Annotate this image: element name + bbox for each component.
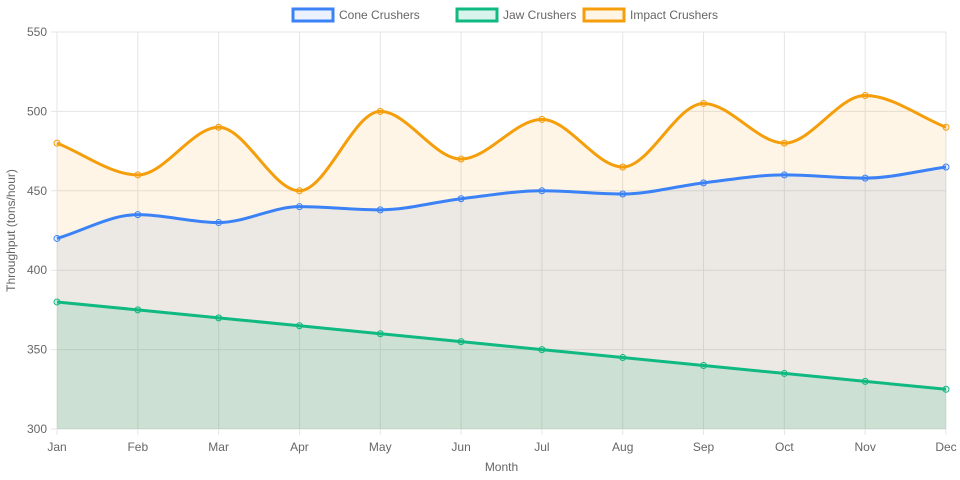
legend-label: Cone Crushers bbox=[339, 8, 420, 22]
cone-crushers-point[interactable] bbox=[215, 219, 223, 227]
impact-crushers-area bbox=[57, 95, 946, 430]
impact-crushers-point[interactable] bbox=[134, 171, 142, 179]
impact-crushers-point[interactable] bbox=[295, 187, 303, 195]
x-tick-label: Dec bbox=[935, 440, 956, 454]
legend-swatch bbox=[455, 7, 499, 23]
x-tick-label: Nov bbox=[855, 440, 876, 454]
impact-crushers-point[interactable] bbox=[861, 92, 869, 100]
y-axis-ticks: 300 350 400 450 500 550 bbox=[27, 25, 47, 436]
area-fills bbox=[57, 95, 946, 430]
x-tick-label: Sep bbox=[693, 440, 715, 454]
cone-crushers-point[interactable] bbox=[376, 206, 384, 214]
jaw-crushers-point[interactable] bbox=[134, 306, 142, 314]
impact-crushers-point[interactable] bbox=[538, 115, 546, 123]
legend-label: Impact Crushers bbox=[630, 8, 718, 22]
x-tick-label: Jul bbox=[534, 440, 549, 454]
impact-crushers-point[interactable] bbox=[780, 139, 788, 147]
cone-crushers-area bbox=[57, 166, 946, 430]
data-points bbox=[53, 92, 950, 393]
y-tick-label: 450 bbox=[27, 184, 47, 198]
legend: Cone Crushers Jaw Crushers Impact Crushers bbox=[291, 7, 718, 23]
impact-crushers-point[interactable] bbox=[457, 155, 465, 163]
x-axis-title: Month bbox=[485, 460, 518, 474]
legend-swatch bbox=[582, 7, 626, 23]
x-tick-label: May bbox=[369, 440, 392, 454]
legend-item-cone-crushers[interactable]: Cone Crushers bbox=[291, 7, 420, 23]
jaw-crushers-point[interactable] bbox=[295, 322, 303, 330]
cone-crushers-point[interactable] bbox=[942, 163, 950, 171]
cone-crushers-point[interactable] bbox=[538, 187, 546, 195]
jaw-crushers-area bbox=[57, 301, 946, 429]
x-tick-label: Jun bbox=[451, 440, 470, 454]
x-tick-label: Oct bbox=[775, 440, 794, 454]
jaw-crushers-point[interactable] bbox=[861, 377, 869, 385]
cone-crushers-line bbox=[56, 165, 947, 240]
cone-crushers-point[interactable] bbox=[295, 203, 303, 211]
cone-crushers-point[interactable] bbox=[619, 190, 627, 198]
impact-crushers-point[interactable] bbox=[376, 107, 384, 115]
impact-crushers-point[interactable] bbox=[619, 163, 627, 171]
y-tick-label: 550 bbox=[27, 25, 47, 39]
cone-crushers-point[interactable] bbox=[457, 195, 465, 203]
jaw-crushers-point[interactable] bbox=[538, 346, 546, 354]
grid bbox=[51, 31, 947, 435]
x-axis-ticks: Jan Feb Mar Apr May Jun Jul Aug Sep Oct Nov Dec bbox=[47, 440, 956, 454]
y-axis-title: Throughput (tons/hour) bbox=[4, 169, 18, 292]
impact-crushers-point[interactable] bbox=[215, 123, 223, 131]
jaw-crushers-point[interactable] bbox=[376, 330, 384, 338]
x-tick-label: Jan bbox=[47, 440, 66, 454]
series-lines bbox=[56, 94, 947, 391]
y-tick-label: 350 bbox=[27, 343, 47, 357]
jaw-crushers-point[interactable] bbox=[619, 354, 627, 362]
impact-crushers-line bbox=[56, 94, 947, 193]
jaw-crushers-point[interactable] bbox=[700, 361, 708, 369]
x-tick-label: Aug bbox=[612, 440, 633, 454]
x-tick-label: Mar bbox=[208, 440, 229, 454]
cone-crushers-point[interactable] bbox=[700, 179, 708, 187]
legend-label: Jaw Crushers bbox=[503, 8, 576, 22]
jaw-crushers-point[interactable] bbox=[942, 385, 950, 393]
y-tick-label: 500 bbox=[27, 104, 47, 118]
impact-crushers-point[interactable] bbox=[700, 99, 708, 107]
cone-crushers-point[interactable] bbox=[780, 171, 788, 179]
x-tick-label: Feb bbox=[127, 440, 148, 454]
cone-crushers-point[interactable] bbox=[53, 234, 61, 242]
jaw-crushers-point[interactable] bbox=[457, 338, 465, 346]
jaw-crushers-point[interactable] bbox=[215, 314, 223, 322]
x-tick-label: Apr bbox=[290, 440, 309, 454]
jaw-crushers-point[interactable] bbox=[780, 369, 788, 377]
legend-item-jaw-crushers[interactable]: Jaw Crushers bbox=[455, 7, 576, 23]
impact-crushers-point[interactable] bbox=[53, 139, 61, 147]
cone-crushers-point[interactable] bbox=[861, 174, 869, 182]
legend-item-impact-crushers[interactable]: Impact Crushers bbox=[582, 7, 718, 23]
y-tick-label: 300 bbox=[27, 422, 47, 436]
impact-crushers-point[interactable] bbox=[942, 123, 950, 131]
jaw-crushers-point[interactable] bbox=[53, 298, 61, 306]
cone-crushers-point[interactable] bbox=[134, 211, 142, 219]
y-tick-label: 400 bbox=[27, 263, 47, 277]
legend-swatch bbox=[291, 7, 335, 23]
jaw-crushers-line bbox=[56, 300, 947, 391]
